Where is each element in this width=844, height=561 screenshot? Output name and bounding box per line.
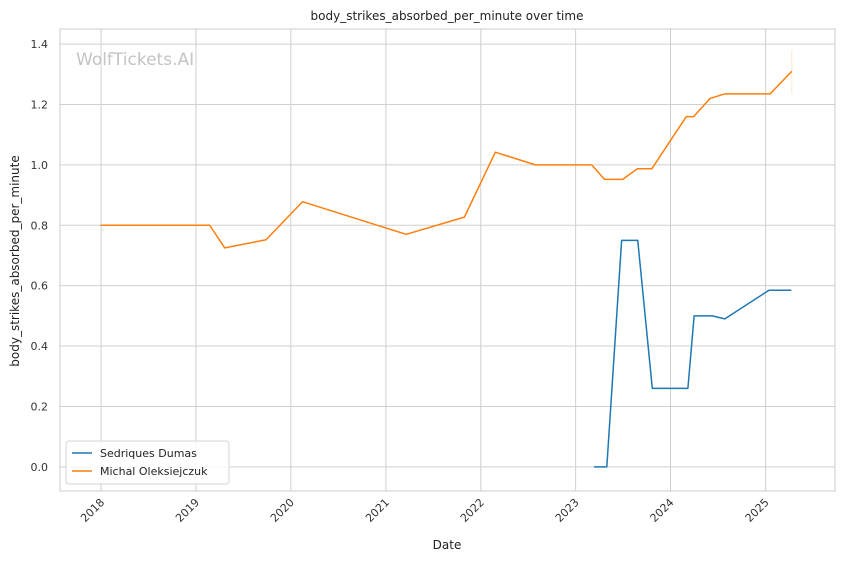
legend-label: Michal Oleksiejczuk — [100, 465, 208, 478]
y-tick-label: 1.4 — [31, 38, 49, 51]
grid — [60, 29, 835, 491]
legend: Sedriques Dumas Michal Oleksiejczuk — [65, 440, 230, 485]
series-line-0 — [594, 239, 792, 468]
plot-frame — [59, 28, 836, 492]
series-line-1 — [100, 70, 793, 249]
legend-label: Sedriques Dumas — [100, 447, 197, 460]
y-tick-label: 1.2 — [31, 98, 49, 111]
y-tick-label: 0.6 — [31, 280, 49, 293]
y-tick-label: 0.8 — [31, 219, 49, 232]
legend-box — [65, 440, 230, 485]
watermark: WolfTickets.AI — [76, 50, 194, 70]
y-tick-label: 0.0 — [31, 461, 49, 474]
chart-title: body_strikes_absorbed_per_minute over ti… — [311, 9, 584, 23]
y-tick-label: 0.2 — [31, 400, 49, 413]
x-axis-title: Date — [433, 538, 462, 552]
series-layer — [100, 70, 793, 468]
y-tick-label: 1.0 — [31, 159, 49, 172]
y-axis-title: body_strikes_absorbed_per_minute — [8, 155, 22, 366]
y-tick-label: 0.4 — [31, 340, 49, 353]
